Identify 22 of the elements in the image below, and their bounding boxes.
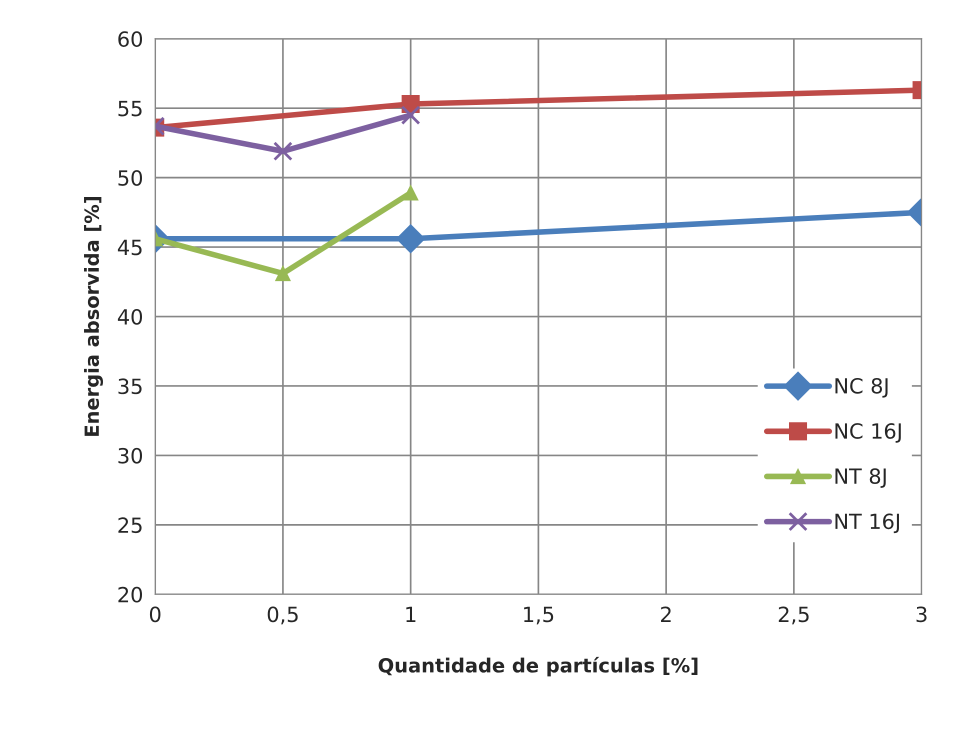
y-tick-label: 35 — [118, 378, 142, 394]
y-tick-label: 45 — [118, 240, 142, 256]
y-tick-label: 25 — [118, 517, 142, 534]
y-tick-label: 60 — [118, 31, 142, 47]
legend-label: NC 8J — [835, 378, 888, 398]
x-tick-label: 0,5 — [268, 606, 298, 624]
x-tick-label: 2 — [661, 606, 671, 622]
y-tick-label: 30 — [118, 448, 142, 464]
x-tick-label: 2,5 — [778, 606, 809, 624]
y-tick-label: 40 — [118, 308, 142, 325]
x-tick-label: 0 — [150, 606, 160, 622]
x-axis-title: Quantidade de partículas [%] — [378, 656, 698, 676]
legend-label: NC 16J — [835, 423, 901, 443]
legend-label: NT 8J — [835, 468, 886, 488]
legend-label: NT 16J — [835, 513, 899, 534]
y-tick-label: 20 — [118, 586, 142, 603]
x-tick-label: 1 — [406, 606, 416, 622]
x-tick-label: 1,5 — [524, 606, 554, 624]
y-axis-title: Energia absorvida [%] — [84, 197, 103, 436]
x-tick-label: 3 — [916, 606, 927, 622]
y-tick-label: 55 — [118, 100, 142, 116]
y-tick-label: 50 — [118, 170, 142, 186]
